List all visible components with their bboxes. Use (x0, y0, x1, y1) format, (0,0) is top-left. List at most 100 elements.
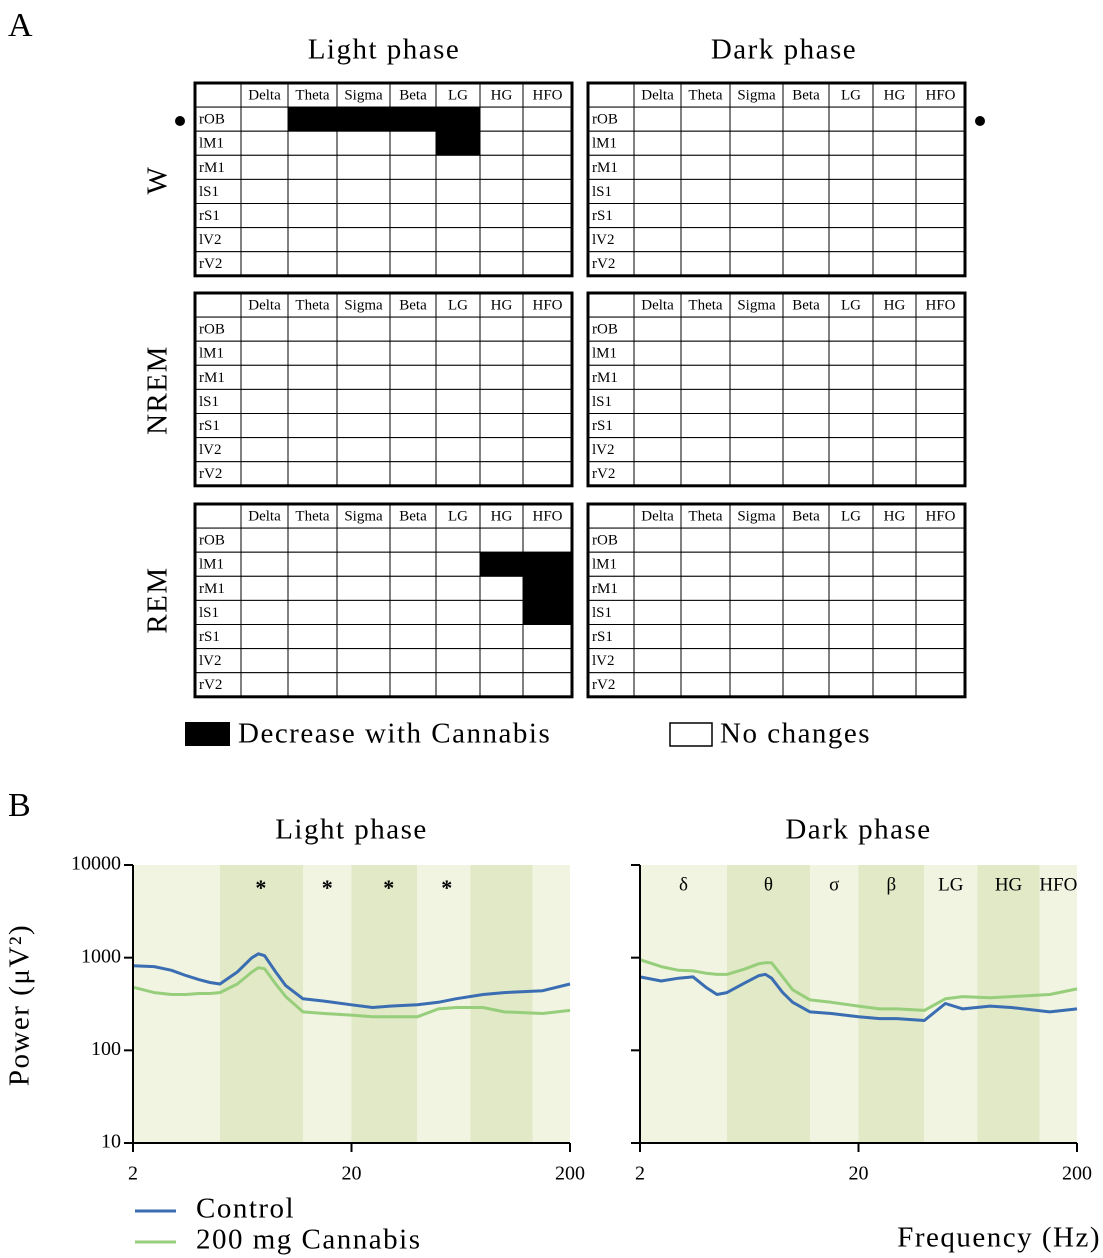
table-cell (336, 154, 391, 180)
table-cell (389, 154, 437, 180)
table-cell (194, 503, 242, 529)
table-cell (389, 575, 437, 601)
band-shade (640, 865, 727, 1143)
y-tick-label: 10 (101, 1131, 121, 1153)
table-cell (872, 672, 917, 698)
table-cell (522, 624, 573, 650)
table-cell (435, 575, 481, 601)
band-shade (1039, 865, 1077, 1143)
table-cell (729, 437, 784, 463)
table-cell (522, 413, 573, 439)
table-cell (435, 599, 481, 626)
table-cell (915, 388, 966, 414)
table-cell (479, 203, 524, 229)
table-cell (782, 106, 830, 132)
table-cell (729, 672, 784, 698)
x-tick-label: 200 (1062, 1163, 1092, 1185)
region-label: lS1 (592, 394, 612, 410)
table-cell (872, 599, 917, 626)
table-cell (522, 551, 573, 577)
table-cell (828, 227, 874, 253)
band-header: Theta (688, 297, 722, 313)
band-shade (532, 865, 570, 1143)
table-cell (389, 178, 437, 204)
table-cell (287, 227, 338, 253)
band-header: Delta (248, 87, 281, 103)
chart-title: Light phase (275, 814, 428, 846)
region-label: lM1 (592, 136, 617, 152)
table-cell (287, 316, 338, 342)
table-cell (872, 364, 917, 390)
table-cell (479, 648, 524, 674)
region-label: rV2 (199, 256, 222, 272)
table-cell (872, 624, 917, 650)
table-cell (240, 316, 289, 342)
annotation: * (441, 875, 452, 900)
marker-dot (175, 116, 185, 126)
table-cell (240, 437, 289, 463)
table-cell (782, 575, 830, 601)
region-label: rM1 (199, 581, 225, 597)
table-cell (782, 178, 830, 204)
x-tick-label: 20 (342, 1163, 362, 1185)
band-header: Delta (641, 297, 674, 313)
region-label: rOB (592, 112, 618, 128)
table-cell (828, 388, 874, 414)
table-cell (729, 227, 784, 253)
table-cell (522, 599, 573, 626)
table-cell (915, 413, 966, 439)
band-label: θ (764, 874, 773, 895)
table-cell (336, 106, 391, 132)
table-cell (729, 388, 784, 414)
band-shade (858, 865, 925, 1143)
table-cell (522, 316, 573, 342)
table-border (586, 81, 967, 278)
table-cell (479, 388, 524, 414)
table-cell (828, 648, 874, 674)
table-cell (633, 413, 682, 439)
table-cell (828, 437, 874, 463)
table-cell (287, 599, 338, 626)
table-cell (389, 648, 437, 674)
table-cell (389, 316, 437, 342)
table-cell (336, 624, 391, 650)
table-cell (872, 388, 917, 414)
table-cell (522, 106, 573, 132)
table-cell (389, 527, 437, 553)
series-line (639, 972, 1078, 1022)
x-tick-label: 20 (849, 1163, 869, 1185)
table-cell (680, 178, 731, 204)
table-cell (522, 227, 573, 253)
table-cell (194, 82, 242, 108)
band-header: Beta (792, 87, 820, 103)
table-cell (680, 388, 731, 414)
table-cell (522, 648, 573, 674)
table-cell (828, 316, 874, 342)
table-cell (336, 503, 391, 529)
table-cell (479, 624, 524, 650)
table-cell (336, 203, 391, 229)
region-label: lM1 (199, 346, 224, 362)
region-label: rS1 (592, 629, 613, 645)
table-cell (435, 130, 481, 156)
band-header: HFO (532, 297, 562, 313)
table-cell (336, 388, 391, 414)
table-cell (389, 340, 437, 366)
table-cell (828, 551, 874, 577)
table-cell (915, 648, 966, 674)
band-shade (219, 865, 304, 1143)
table-cell (872, 227, 917, 253)
table-border (193, 502, 574, 699)
region-label: lS1 (592, 184, 612, 200)
band-header: HG (491, 87, 513, 103)
table-cell (633, 624, 682, 650)
table-cell (729, 364, 784, 390)
table-cell (336, 251, 391, 277)
region-label: rV2 (199, 677, 222, 693)
band-header: Sigma (344, 297, 383, 313)
table-cell (479, 599, 524, 626)
y-tick-label: 1000 (81, 945, 121, 967)
table-cell (287, 672, 338, 698)
table-cell (680, 364, 731, 390)
